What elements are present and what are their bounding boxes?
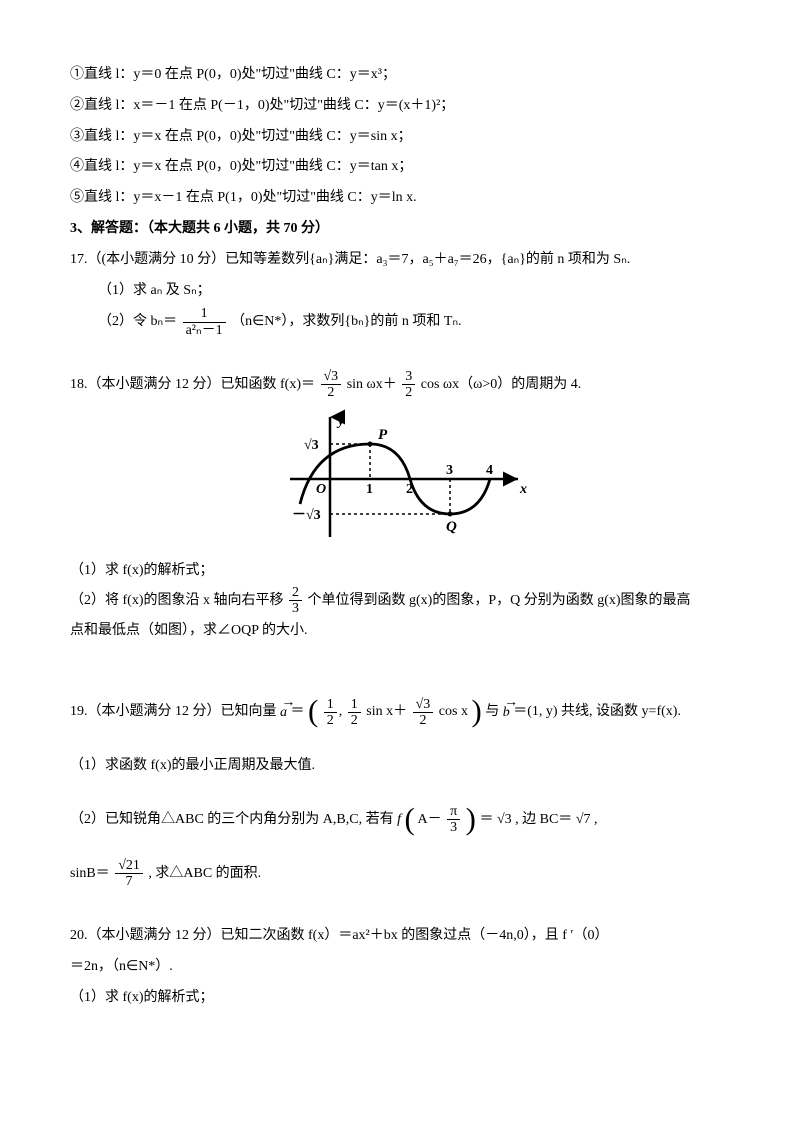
item-1: ①直线 l：y＝0 在点 P(0，0)处"切过"曲线 C：y＝x³； [70, 60, 730, 91]
q18-stem-a: 18.（本小题满分 12 分）已知函数 f(x)＝ [70, 377, 315, 392]
q19-a1-num: 1 [324, 697, 337, 713]
tick-3: 3 [446, 463, 453, 478]
q19-part2-line1: （2）已知锐角△ABC 的三个内角分别为 A,B,C, 若有 f ( A－ π … [70, 783, 730, 857]
q17-p2-text-b: （n∈N*），求数列{bₙ}的前 n 项和 Tₙ. [231, 314, 461, 329]
q18-part2-line1: （2）将 f(x)的图象沿 x 轴向右平移 2 3 个单位得到函数 g(x)的图… [70, 585, 730, 617]
q20-part1: （1）求 f(x)的解析式； [70, 983, 730, 1014]
section-3-heading: 3、解答题：（本大题共 6 小题，共 70 分） [70, 214, 730, 245]
q19-frac-a3: √3 2 [413, 697, 434, 729]
q19-frac-a1: 1 2 [324, 697, 337, 729]
q18-part2-line2: 点和最低点（如图），求∠OQP 的大小. [70, 617, 730, 645]
q19-a3-den: 2 [413, 713, 434, 728]
q19-p3-frac: √21 7 [115, 858, 143, 890]
label-P: P [378, 427, 388, 443]
q19-p2-eq: ＝ [479, 812, 493, 827]
q18-frac-2: 3 2 [402, 369, 415, 401]
point-P [368, 441, 373, 446]
q19-stem: 19.（本小题满分 12 分）已知向量 → a ＝ ( 1 2 , 1 2 si… [70, 675, 730, 749]
tick-2: 2 [406, 482, 413, 497]
q19-p3-den: 7 [115, 874, 143, 889]
label-y: y [336, 414, 345, 429]
q18-frac-1: √3 2 [321, 369, 342, 401]
q19-a3-num: √3 [413, 697, 434, 713]
q19-part1: （1）求函数 f(x)的最小正周期及最大值. [70, 749, 730, 783]
q17-stem: 17.（(本小题满分 10 分）已知等差数列{aₙ}满足：a₃＝7，a₅＋a₇＝… [70, 245, 730, 276]
q19-p2-arg: A－ [417, 812, 441, 827]
q17-frac-num: 1 [183, 306, 226, 322]
q19-a2-den: 2 [348, 713, 361, 728]
tick-1: 1 [366, 482, 373, 497]
item-2: ②直线 l：x＝－1 在点 P(－1，0)处"切过"曲线 C：y＝(x＋1)²； [70, 91, 730, 122]
q19-pi-den: 3 [447, 820, 460, 835]
q18-stem-b: sin ωx＋ [347, 377, 397, 392]
label-sqrt3-neg: －√3 [292, 508, 321, 523]
item-3: ③直线 l：y＝x 在点 P(0，0)处"切过"曲线 C：y＝sin x； [70, 122, 730, 153]
q19-pi-num: π [447, 804, 460, 820]
q19-pi-frac: π 3 [447, 804, 460, 836]
q19-after: cos x [439, 705, 468, 720]
q17-frac-den: a²ₙ－1 [183, 323, 226, 338]
tick-4: 4 [486, 463, 493, 478]
label-x: x [519, 482, 527, 497]
label-Q: Q [446, 519, 457, 535]
q18-block: 18.（本小题满分 12 分）已知函数 f(x)＝ √3 2 sin ωx＋ 3… [70, 369, 730, 645]
q19-p2-sqrt7: √7 [576, 812, 591, 827]
q19-frac-a2: 1 2 [348, 697, 361, 729]
q19-p2-a: （2）已知锐角△ABC 的三个内角分别为 A,B,C, 若有 [70, 812, 397, 827]
q17-p2-text-a: （2）令 bₙ＝ [98, 314, 177, 329]
q18-graph: y x O √3 －√3 1 2 3 4 P Q [70, 409, 730, 549]
q20-stem-line2: ＝2n，（n∈N*）. [70, 952, 730, 983]
q19-p3-b: , 求△ABC 的面积. [148, 866, 261, 881]
q19-p2-b: , 边 BC＝ [515, 812, 572, 827]
q19-a1-den: 2 [324, 713, 337, 728]
label-O: O [316, 482, 326, 497]
q20-stem-line1: 20.（本小题满分 12 分）已知二次函数 f(x）＝ax²＋bx 的图象过点（… [70, 921, 730, 952]
q18-stem: 18.（本小题满分 12 分）已知函数 f(x)＝ √3 2 sin ωx＋ 3… [70, 369, 730, 401]
q19-p3-a: sinB＝ [70, 866, 110, 881]
label-sqrt3-pos: √3 [304, 438, 319, 453]
q17-part1: （1）求 aₙ 及 Sₙ； [70, 276, 730, 307]
q19-p3-num: √21 [115, 858, 143, 874]
q18-p2-num: 2 [289, 585, 302, 601]
q18-p2-frac: 2 3 [289, 585, 302, 617]
q19-p2-sqrt3: √3 [497, 812, 512, 827]
q19-part2-line2: sinB＝ √21 7 , 求△ABC 的面积. [70, 857, 730, 891]
q18-f1-den: 2 [321, 385, 342, 400]
q19-p2-f: f [397, 812, 401, 827]
q17-fraction: 1 a²ₙ－1 [183, 306, 226, 338]
point-Q [448, 511, 453, 516]
q19-block: 19.（本小题满分 12 分）已知向量 → a ＝ ( 1 2 , 1 2 si… [70, 675, 730, 890]
q18-p2-a: （2）将 f(x)的图象沿 x 轴向右平移 [70, 593, 284, 608]
q19-mid: sin x＋ [366, 705, 407, 720]
q18-p2-den: 3 [289, 601, 302, 616]
item-4: ④直线 l：y＝x 在点 P(0，0)处"切过"曲线 C：y＝tan x； [70, 152, 730, 183]
item-5: ⑤直线 l：y＝x－1 在点 P(1，0)处"切过"曲线 C：y＝ln x. [70, 183, 730, 214]
q19-stem-a: 19.（本小题满分 12 分）已知向量 [70, 705, 280, 720]
q19-a2-num: 1 [348, 697, 361, 713]
q18-p2-b: 个单位得到函数 g(x)的图象，P，Q 分别为函数 g(x)图象的最高 [308, 593, 691, 608]
q19-p2-c: , [594, 812, 598, 827]
q18-stem-c: cos ωx（ω>0）的周期为 4. [421, 377, 582, 392]
q18-f2-den: 2 [402, 385, 415, 400]
q19-stem-c: 与 [485, 705, 503, 720]
q18-f1-num: √3 [321, 369, 342, 385]
q18-f2-num: 3 [402, 369, 415, 385]
q17-part2: （2）令 bₙ＝ 1 a²ₙ－1 （n∈N*），求数列{bₙ}的前 n 项和 T… [70, 306, 730, 338]
q19-stem-d: ＝(1, y) 共线, 设函数 y=f(x). [513, 705, 681, 720]
q18-part1: （1）求 f(x)的解析式； [70, 557, 730, 585]
